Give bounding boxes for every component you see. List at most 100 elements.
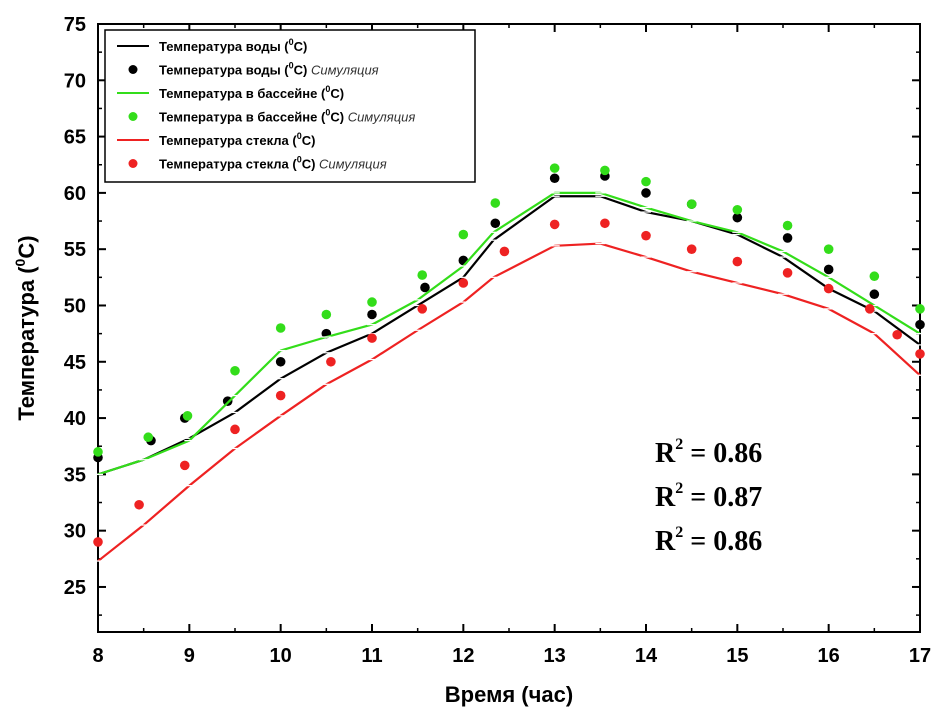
legend-label-sup: 0 bbox=[297, 155, 302, 165]
legend-label-end: C) bbox=[302, 133, 316, 148]
legend-label-sim: Симуляция bbox=[348, 110, 416, 125]
data-point bbox=[686, 244, 697, 254]
series-0 bbox=[93, 195, 925, 476]
x-tick-label: 14 bbox=[635, 645, 658, 667]
data-point bbox=[641, 176, 651, 187]
data-point bbox=[732, 212, 743, 223]
data-point bbox=[275, 323, 286, 333]
data-point bbox=[230, 424, 240, 435]
y-tick-label: 70 bbox=[64, 70, 86, 92]
legend-label-end: C) bbox=[302, 157, 319, 172]
x-tick-label: 10 bbox=[270, 645, 292, 667]
data-point bbox=[915, 349, 925, 359]
data-point bbox=[143, 432, 154, 443]
y-tick-label: 35 bbox=[64, 464, 86, 486]
r2-annotation: R2 = 0.87 bbox=[655, 480, 762, 513]
data-point bbox=[600, 165, 610, 176]
data-point bbox=[549, 219, 560, 230]
axes: 8 9 10 11 12 13 14 15 16 17 25 30 35 40 45 50 55 60 65 70 75… bbox=[12, 14, 931, 707]
y-tick-label: 60 bbox=[64, 183, 86, 205]
data-point bbox=[892, 329, 902, 340]
series-layer bbox=[93, 163, 925, 562]
data-point bbox=[732, 204, 743, 215]
series-line bbox=[97, 242, 921, 562]
legend-label-sup: 0 bbox=[325, 108, 330, 118]
legend-item: Температура стекла (0C) bbox=[117, 131, 315, 148]
data-point bbox=[549, 163, 560, 173]
data-point bbox=[782, 220, 793, 231]
data-point bbox=[782, 233, 793, 243]
data-point bbox=[686, 199, 697, 209]
legend-swatch-dot bbox=[128, 112, 138, 121]
r2-value: = 0.86 bbox=[683, 526, 762, 557]
r2-annotation: R2 = 0.86 bbox=[655, 436, 762, 469]
legend-label-main: Температура воды ( bbox=[159, 63, 289, 78]
legend-label-sup: 0 bbox=[289, 37, 294, 47]
y-tick-label: 45 bbox=[64, 352, 86, 374]
data-point bbox=[275, 356, 286, 367]
y-tick-label: 55 bbox=[64, 239, 86, 261]
data-point bbox=[93, 537, 103, 547]
legend-label-main: Температура стекла ( bbox=[159, 133, 297, 148]
x-tick-label: 16 bbox=[818, 645, 840, 667]
r2-annotation: R2 = 0.86 bbox=[655, 524, 762, 557]
data-point bbox=[93, 447, 103, 457]
r2-value: = 0.86 bbox=[683, 438, 762, 469]
legend-item: Температура воды (0C) Симуляция bbox=[128, 61, 379, 78]
data-point bbox=[179, 460, 190, 471]
data-point bbox=[458, 278, 469, 288]
data-point bbox=[641, 188, 651, 198]
data-point bbox=[367, 333, 377, 343]
legend-swatch-dot bbox=[128, 159, 138, 168]
x-tick-label: 9 bbox=[184, 645, 195, 667]
legend-item: Температура воды (0C) bbox=[117, 37, 307, 54]
x-tick-label: 11 bbox=[361, 645, 382, 667]
legend-label-end: C) bbox=[294, 39, 308, 54]
data-point bbox=[275, 390, 286, 401]
legend: Температура воды (0C)Температура воды (0… bbox=[104, 29, 476, 183]
data-point bbox=[458, 229, 469, 240]
data-point bbox=[490, 218, 501, 229]
data-point bbox=[326, 356, 336, 367]
y-axis-title-end: C) bbox=[14, 235, 39, 258]
r2-sup: 2 bbox=[675, 480, 683, 497]
x-tick-label: 13 bbox=[544, 645, 566, 667]
x-tick-label: 8 bbox=[92, 645, 103, 667]
data-point bbox=[823, 283, 834, 294]
data-point bbox=[182, 411, 193, 421]
data-point bbox=[230, 365, 240, 376]
legend-label: Температура воды (0C) Симуляция bbox=[159, 61, 379, 78]
series-4 bbox=[93, 242, 925, 562]
legend-label: Температура воды (0C) bbox=[159, 37, 307, 54]
series-3 bbox=[93, 163, 925, 457]
y-axis-title-main: Температура ( bbox=[14, 266, 39, 421]
x-tick-label: 12 bbox=[452, 645, 474, 667]
series-5 bbox=[93, 218, 925, 547]
data-point bbox=[915, 319, 925, 330]
legend-label: Температура в бассейне (0C) Симуляция bbox=[159, 108, 415, 125]
r2-sup: 2 bbox=[675, 436, 683, 453]
series-1 bbox=[93, 171, 925, 463]
data-point bbox=[864, 304, 875, 314]
y-tick-label: 25 bbox=[64, 577, 86, 599]
data-point bbox=[321, 309, 332, 320]
legend-label: Температура стекла (0C) Симуляция bbox=[159, 155, 387, 172]
y-tick-label: 75 bbox=[64, 14, 86, 36]
series-2 bbox=[93, 191, 925, 476]
legend-swatch-dot bbox=[128, 65, 138, 74]
legend-label: Температура стекла (0C) bbox=[159, 131, 315, 148]
legend-label-main: Температура в бассейне ( bbox=[159, 86, 326, 101]
data-point bbox=[420, 282, 430, 293]
legend-label-sim: Симуляция bbox=[311, 63, 379, 78]
y-axis-title: Температура (0C) bbox=[12, 235, 39, 420]
data-point bbox=[134, 499, 144, 510]
legend-label-end: C) bbox=[294, 63, 311, 78]
data-point bbox=[732, 256, 743, 267]
legend-label-sup: 0 bbox=[297, 131, 302, 141]
data-point bbox=[367, 309, 377, 320]
data-point bbox=[641, 230, 651, 241]
legend-label-main: Температура в бассейне ( bbox=[159, 110, 326, 125]
data-point bbox=[782, 268, 793, 278]
